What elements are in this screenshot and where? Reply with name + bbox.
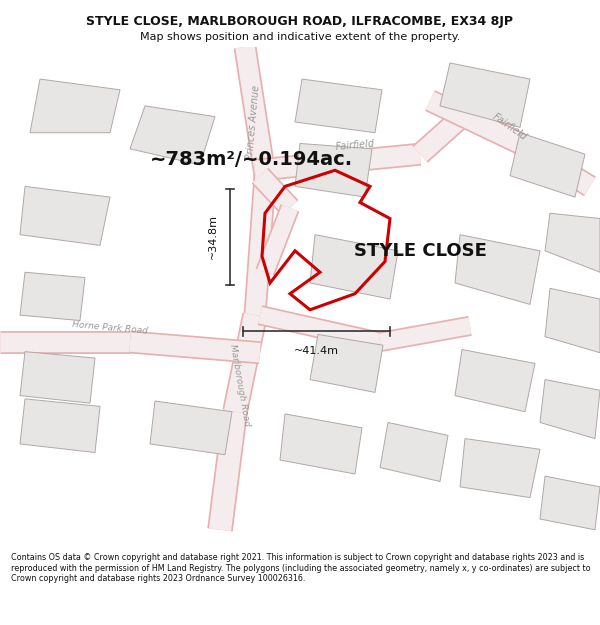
Polygon shape xyxy=(130,106,215,165)
Text: STYLE CLOSE: STYLE CLOSE xyxy=(353,242,487,260)
Polygon shape xyxy=(20,272,85,321)
Polygon shape xyxy=(20,399,100,452)
Text: Contains OS data © Crown copyright and database right 2021. This information is : Contains OS data © Crown copyright and d… xyxy=(11,553,590,583)
Polygon shape xyxy=(545,213,600,272)
Polygon shape xyxy=(295,79,382,132)
Polygon shape xyxy=(150,401,232,454)
Text: ~783m²/~0.194ac.: ~783m²/~0.194ac. xyxy=(150,150,353,169)
Polygon shape xyxy=(30,79,120,132)
Polygon shape xyxy=(295,144,372,197)
Polygon shape xyxy=(540,476,600,530)
Polygon shape xyxy=(310,334,383,392)
Text: Marlborough Road: Marlborough Road xyxy=(229,343,251,427)
Text: Map shows position and indicative extent of the property.: Map shows position and indicative extent… xyxy=(140,32,460,43)
Polygon shape xyxy=(460,439,540,498)
Text: STYLE CLOSE, MARLBOROUGH ROAD, ILFRACOMBE, EX34 8JP: STYLE CLOSE, MARLBOROUGH ROAD, ILFRACOMB… xyxy=(86,16,514,28)
Polygon shape xyxy=(455,234,540,304)
Polygon shape xyxy=(380,422,448,481)
Polygon shape xyxy=(510,132,585,197)
Polygon shape xyxy=(545,288,600,352)
Text: Horne Park Road: Horne Park Road xyxy=(72,320,148,336)
Text: ~34.8m: ~34.8m xyxy=(208,214,218,259)
Text: Princes Avenue: Princes Avenue xyxy=(245,84,261,160)
Polygon shape xyxy=(455,349,535,412)
Polygon shape xyxy=(20,186,110,246)
Polygon shape xyxy=(540,379,600,439)
Polygon shape xyxy=(280,414,362,474)
Text: ~41.4m: ~41.4m xyxy=(294,346,339,356)
Text: Fairfield: Fairfield xyxy=(335,139,375,152)
Polygon shape xyxy=(310,234,398,299)
Polygon shape xyxy=(20,352,95,403)
Polygon shape xyxy=(440,63,530,128)
Text: Fairfield: Fairfield xyxy=(491,112,529,142)
